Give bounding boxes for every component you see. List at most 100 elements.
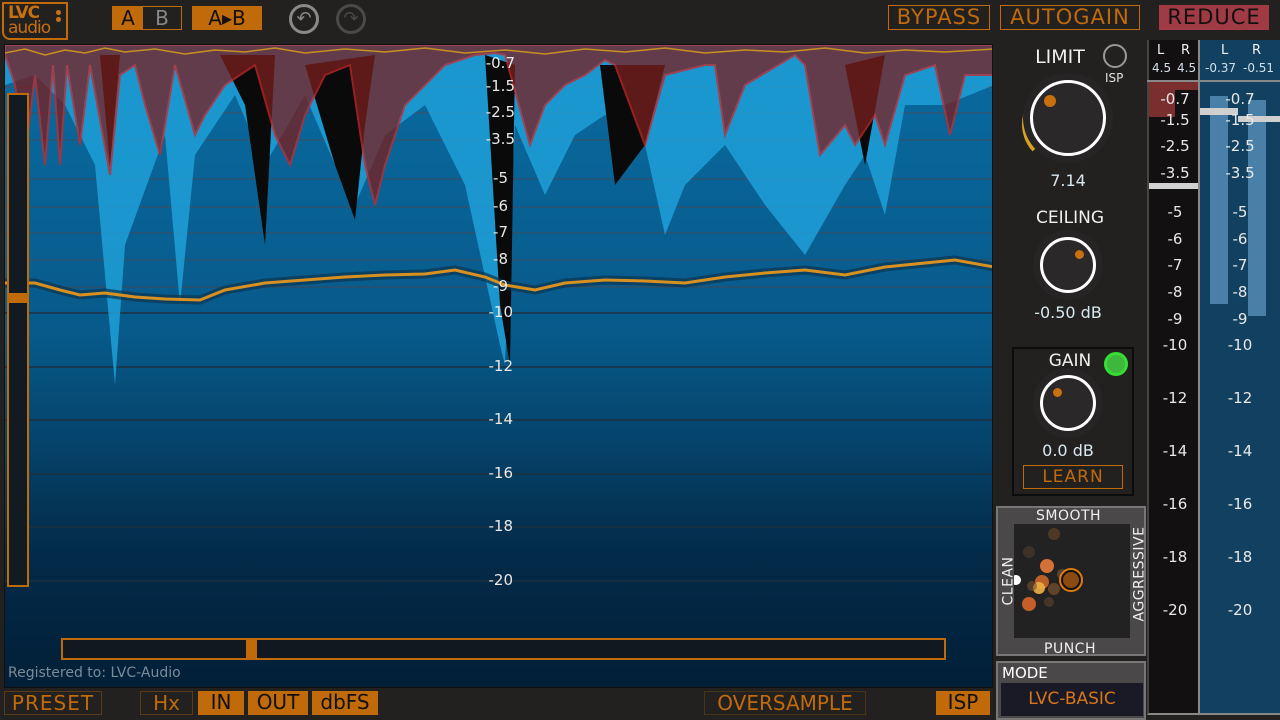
meter-scale-label: -20 [1162,601,1188,619]
scale-label: -20 [488,571,514,589]
knob-indicator [1053,388,1062,397]
meter-scale-label: -20 [1227,601,1253,619]
output-l-value: -0.37 [1205,61,1237,75]
meter-scale-label: -10 [1227,336,1253,354]
meter-scale-label: -9 [1232,310,1248,328]
mode-value-dropdown[interactable]: LVC-BASIC [1001,683,1143,716]
ceiling-value: -0.50 dB [1034,303,1102,322]
xy-label-punch: PUNCH [1044,641,1096,657]
copy-a-to-b-button[interactable]: A▸B [192,6,262,30]
output-l-bar [1210,96,1228,304]
gain-reduction-meter [1147,40,1200,715]
meter-scale-label: -9 [1167,310,1183,328]
input-view-toggle[interactable]: IN [198,691,244,715]
scale-label: -7 [493,223,508,241]
dbfs-toggle[interactable]: dbFS [312,691,378,715]
scale-label: -6 [493,197,508,215]
meter-scale-label: -7 [1167,256,1183,274]
mode-label: MODE [1002,664,1048,682]
xy-particles [1014,528,1083,611]
reduction-l-label: L [1157,43,1165,58]
learn-button[interactable]: LEARN [1023,465,1123,489]
output-r-value: -0.51 [1243,61,1275,75]
scale-label: -2.5 [485,103,515,121]
meter-scale-label: -8 [1167,283,1183,301]
mode-selector[interactable]: MODE LVC-BASIC [996,661,1146,720]
gain-enable-led[interactable] [1104,352,1128,376]
output-r-label: R [1252,43,1262,58]
preset-a-button[interactable]: A [113,7,143,29]
meter-scale-label: -8 [1232,283,1248,301]
isp-toggle[interactable] [1103,44,1127,68]
ceiling-knob[interactable] [1040,237,1096,293]
gain-value: 0.0 dB [1042,441,1094,460]
waveform-graph [5,45,992,582]
output-view-toggle[interactable]: OUT [248,691,308,715]
meter-scale-label: -6 [1167,230,1183,248]
knob-indicator [1044,95,1056,107]
input-level-meter[interactable] [7,93,29,587]
waveform-display[interactable]: -0.7 -1.5 -2.5 -3.5 -5 -6 -7 -8 -9 -10 -… [4,44,993,688]
meter-scale-label: -16 [1227,495,1253,513]
meter-scale-label: -3.5 [1225,164,1255,182]
scale-label: -16 [488,464,514,482]
logo-text-bottom: audio [8,18,51,38]
redo-icon: ↷ [343,8,359,29]
knob-indicator [1075,250,1084,259]
meter-scale-label: -16 [1162,495,1188,513]
bypass-button[interactable]: BYPASS [888,5,990,30]
isp-button[interactable]: ISP [936,691,990,715]
meter-scale-label: -1.5 [1225,111,1255,129]
meter-scale-label: -14 [1162,442,1188,460]
ceiling-label: CEILING [1036,208,1104,228]
reduction-peak-hold [1149,183,1198,189]
character-xy-pad-section: SMOOTH PUNCH CLEAN AGGRESSIVE [996,506,1147,657]
reduction-r-value: 4.5 [1177,61,1197,75]
meter-scale-label: -18 [1227,548,1253,566]
gain-label: GAIN [1048,351,1092,371]
meter-scale-label: -0.7 [1225,90,1255,108]
gain-section [1012,347,1134,496]
meter-scale-label: -12 [1162,389,1188,407]
input-level-marker[interactable] [9,293,27,303]
meter-scale-label: -2.5 [1160,137,1190,155]
meter-scale-label: -10 [1162,336,1188,354]
scroll-thumb[interactable] [246,640,257,658]
scale-label: -5 [493,169,508,187]
meter-scale-label: -6 [1232,230,1248,248]
meter-scale-label: -1.5 [1160,111,1190,129]
scale-label: -0.7 [485,54,515,72]
character-xy-pad[interactable] [1014,524,1130,638]
meter-scale-label: -5 [1232,203,1248,221]
time-scroll-bar[interactable] [61,638,946,660]
oversample-button[interactable]: OVERSAMPLE [704,691,866,715]
logo-dots-icon [56,10,61,24]
scale-label: -18 [488,517,514,535]
output-level-meter [1200,40,1280,715]
isp-label: ISP [1105,71,1124,85]
meter-header-divider [1147,80,1280,82]
limit-value: 7.14 [1050,171,1086,190]
limit-knob[interactable] [1030,80,1106,156]
preset-button[interactable]: PRESET [4,691,102,715]
scale-label: -8 [493,250,508,268]
lvc-audio-logo: LVC audio [2,2,68,40]
undo-button[interactable]: ↶ [289,4,319,34]
autogain-button[interactable]: AUTOGAIN [1000,5,1140,30]
scale-label: -10 [488,303,514,321]
preset-b-button[interactable]: B [143,7,181,29]
reduction-r-label: R [1181,43,1191,58]
redo-button[interactable]: ↷ [336,4,366,34]
meter-scale-label: -18 [1162,548,1188,566]
logo-text-top: LVC [8,3,40,23]
xy-label-smooth: SMOOTH [1036,508,1102,524]
reduction-l-value: 4.5 [1152,61,1172,75]
output-r-peak-hold [1238,116,1280,122]
reduce-button[interactable]: REDUCE [1159,5,1269,30]
output-r-bar [1248,100,1266,316]
scale-label: -12 [488,357,514,375]
gain-knob[interactable] [1040,375,1096,431]
ab-compare-toggle[interactable]: A B [112,6,182,30]
hx-button[interactable]: Hx [140,691,193,715]
